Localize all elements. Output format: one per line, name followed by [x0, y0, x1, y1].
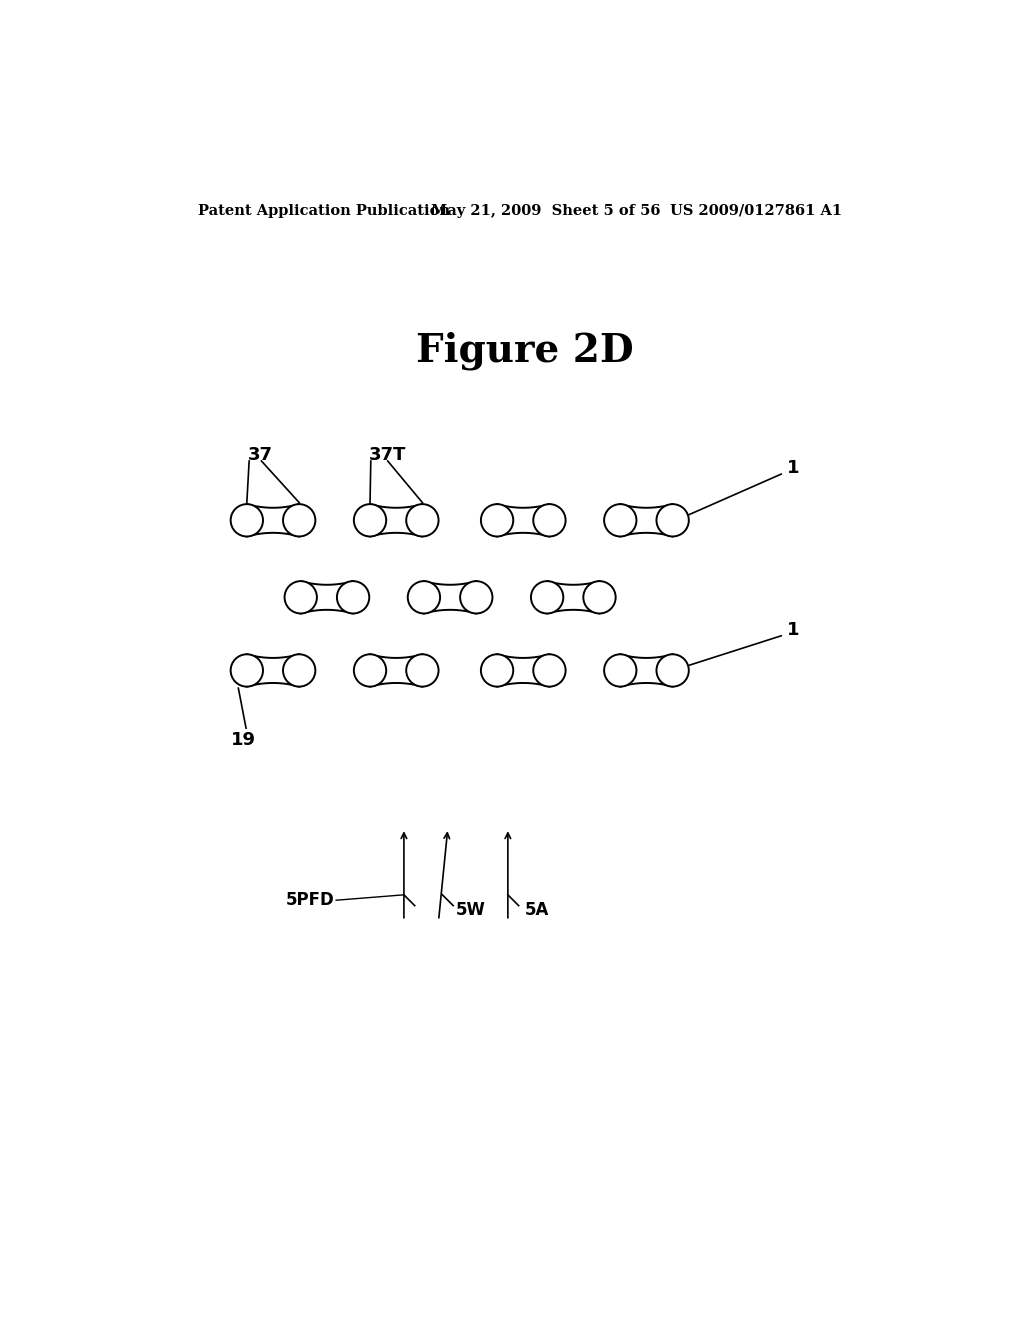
Circle shape — [604, 655, 637, 686]
Circle shape — [656, 655, 689, 686]
Circle shape — [481, 655, 513, 686]
Circle shape — [584, 581, 615, 614]
Circle shape — [460, 581, 493, 614]
Circle shape — [481, 504, 513, 536]
Circle shape — [604, 504, 637, 536]
Circle shape — [283, 504, 315, 536]
Circle shape — [283, 655, 315, 686]
Text: 5W: 5W — [456, 902, 485, 919]
Circle shape — [337, 581, 370, 614]
Text: US 2009/0127861 A1: US 2009/0127861 A1 — [670, 203, 842, 218]
Circle shape — [531, 581, 563, 614]
Bar — [547, 581, 599, 614]
Circle shape — [534, 655, 565, 686]
Circle shape — [408, 581, 440, 614]
Bar — [497, 504, 550, 536]
Bar — [424, 581, 476, 614]
Text: 1: 1 — [786, 459, 799, 477]
Text: 5A: 5A — [524, 902, 549, 919]
Text: 19: 19 — [230, 731, 256, 748]
Bar — [301, 581, 353, 614]
Bar — [370, 504, 422, 536]
Bar — [621, 504, 673, 536]
Text: 37: 37 — [248, 446, 272, 463]
Text: Figure 2D: Figure 2D — [416, 331, 634, 370]
Circle shape — [230, 504, 263, 536]
Text: May 21, 2009  Sheet 5 of 56: May 21, 2009 Sheet 5 of 56 — [431, 203, 660, 218]
Circle shape — [354, 504, 386, 536]
Circle shape — [534, 504, 565, 536]
Circle shape — [285, 581, 316, 614]
Bar — [247, 655, 299, 686]
Circle shape — [407, 655, 438, 686]
Text: 1: 1 — [786, 620, 799, 639]
Bar — [247, 504, 299, 536]
Circle shape — [407, 504, 438, 536]
Text: 5PFD: 5PFD — [286, 891, 335, 909]
Circle shape — [354, 655, 386, 686]
Bar — [621, 655, 673, 686]
Circle shape — [230, 655, 263, 686]
Text: 37T: 37T — [370, 446, 407, 463]
Bar — [497, 655, 550, 686]
Circle shape — [656, 504, 689, 536]
Bar — [370, 655, 422, 686]
Text: Patent Application Publication: Patent Application Publication — [199, 203, 451, 218]
